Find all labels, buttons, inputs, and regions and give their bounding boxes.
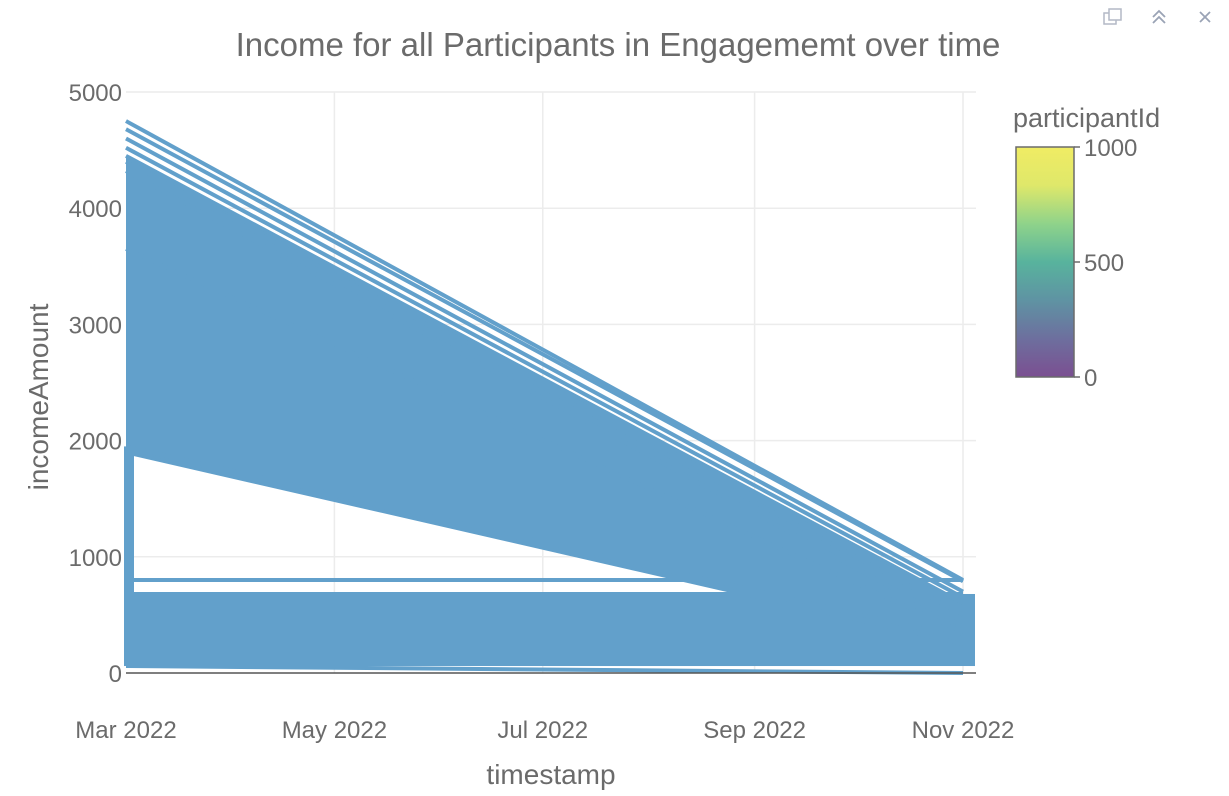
y-tick-label: 3000 [69, 312, 122, 339]
series-line-4 [125, 154, 964, 606]
download-plot-icon[interactable] [1099, 6, 1127, 28]
colorbar-tick-label: 0 [1084, 365, 1097, 392]
series-line-7 [125, 247, 964, 635]
x-tick-label: Mar 2022 [75, 717, 176, 744]
series-line-6 [125, 169, 964, 629]
series-line-3 [125, 146, 964, 600]
colorbar-gradient [1015, 146, 1075, 378]
series-line-9 [125, 450, 964, 646]
series-band-lower [126, 593, 975, 667]
series-band [124, 155, 975, 667]
y-tick-label: 4000 [69, 196, 122, 223]
series-line-8 [125, 444, 964, 641]
series-line-12 [125, 664, 964, 675]
series-lines [125, 119, 964, 675]
x-tick-label: Sep 2022 [703, 717, 806, 744]
x-tick-label: Jul 2022 [497, 717, 588, 744]
y-tick-label: 1000 [69, 545, 122, 572]
y-tick-label: 5000 [69, 80, 122, 107]
series-line-5 [125, 159, 964, 617]
colorbar: participantId 0 500 1000 [1013, 103, 1160, 392]
y-tick-label: 2000 [69, 429, 122, 456]
series-line-2 [125, 136, 964, 594]
series-line-0 [125, 119, 964, 582]
x-tick-label: May 2022 [282, 717, 387, 744]
x-axis-title: timestamp [486, 759, 615, 790]
colorbar-tick-label: 500 [1084, 250, 1124, 277]
chart-title: Income for all Participants in Engagemem… [236, 26, 1001, 63]
colorbar-title: participantId [1013, 103, 1160, 133]
series-line-1 [125, 127, 964, 583]
y-tick-label: 0 [109, 661, 122, 688]
close-icon[interactable] [1191, 6, 1219, 28]
autoscale-icon[interactable] [1145, 6, 1173, 28]
y-axis-title: incomeAmount [23, 303, 54, 490]
x-tick-label: Nov 2022 [912, 717, 1015, 744]
modebar [1099, 6, 1219, 28]
colorbar-ticks: 0 500 1000 [1074, 135, 1137, 392]
series-band-start [124, 446, 134, 667]
colorbar-tick-label: 1000 [1084, 135, 1137, 162]
axes: 0 1000 2000 3000 4000 5000 Mar 2022 May 2022 Jul… [69, 80, 1015, 744]
